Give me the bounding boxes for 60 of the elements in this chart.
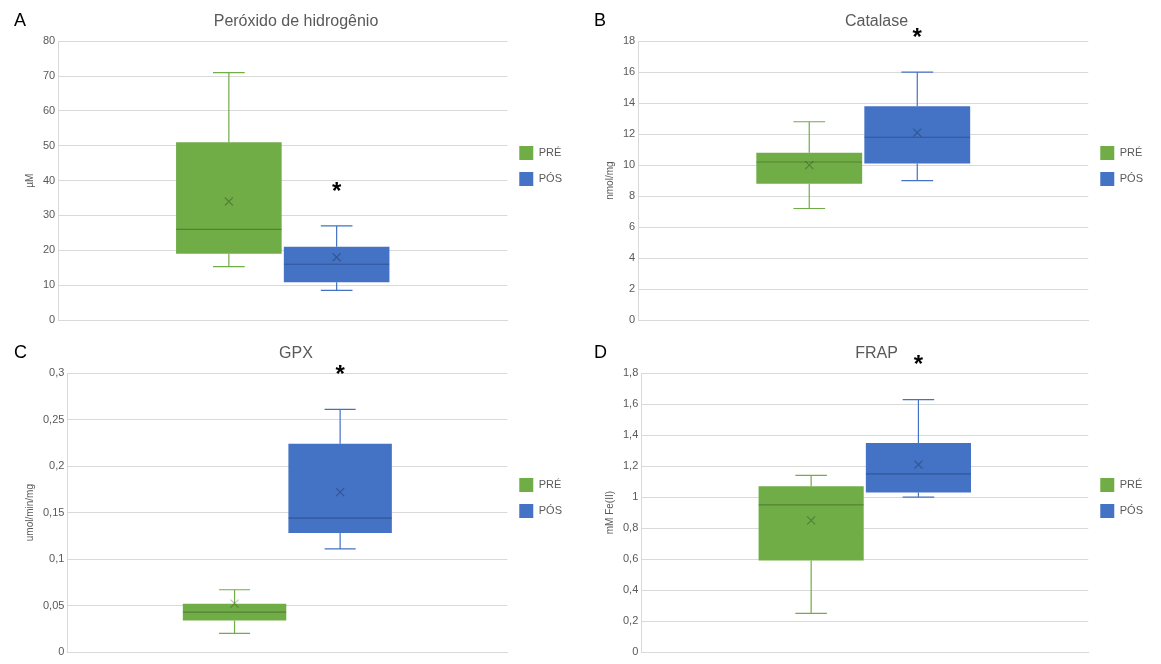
y-tick-label: 0,1 (49, 552, 65, 565)
y-tick-label: 10 (622, 158, 636, 171)
y-tick-label: 1,2 (622, 459, 639, 472)
annotation: * (335, 360, 346, 388)
y-tick-label: 0,2 (49, 459, 65, 472)
y-axis-title: umol/min/mg (23, 483, 35, 542)
annotation: * (913, 350, 924, 378)
y-tick-label: 0,05 (42, 598, 65, 611)
y-axis-title: µM (23, 173, 35, 188)
text: C (14, 341, 27, 362)
y-tick-label: 0 (632, 645, 639, 658)
y-tick-label: 12 (622, 127, 636, 140)
y-tick-label: 4 (629, 251, 636, 264)
y-axis-title: mM Fe(II) (603, 490, 615, 535)
y-tick-label: 0,2 (622, 614, 639, 627)
text: B (594, 9, 607, 30)
y-tick-label: 0,6 (622, 552, 639, 565)
y-tick-label: 0,15 (42, 505, 65, 518)
y-tick-label: 6 (629, 220, 636, 233)
y-axis-title: nmol/mg (603, 161, 615, 200)
chart-title: GPX (279, 344, 314, 362)
y-tick-label: 0,3 (49, 366, 65, 379)
annotation: * (331, 176, 342, 204)
text: D (594, 341, 607, 362)
y-tick-label: 0,4 (622, 583, 639, 596)
y-tick-label: 0 (49, 313, 56, 326)
y-tick-label: 50 (42, 138, 56, 151)
text: A (14, 9, 27, 30)
y-tick-label: 30 (42, 208, 56, 221)
chart-title: Catalase (844, 12, 909, 30)
y-tick-label: 16 (622, 65, 636, 78)
y-tick-label: 0 (58, 645, 65, 658)
y-tick-label: 70 (42, 69, 56, 82)
y-tick-label: 2 (629, 282, 636, 295)
legend-label: PÓS (1119, 504, 1143, 517)
legend-label: PRÉ (538, 146, 562, 159)
y-tick-label: 60 (42, 103, 56, 116)
legend-label: PRÉ (1119, 146, 1143, 159)
legend-label: PÓS (1119, 172, 1143, 185)
y-tick-label: 1 (632, 490, 639, 503)
y-tick-label: 1,6 (622, 397, 639, 410)
legend-label: PRÉ (1119, 478, 1143, 491)
y-tick-label: 1,4 (622, 428, 639, 441)
y-tick-label: 14 (622, 96, 636, 109)
chart-title: Peróxido de hidrogênio (213, 12, 379, 30)
legend-label: PÓS (538, 504, 562, 517)
chart-title: FRAP (855, 344, 898, 362)
y-tick-label: 80 (42, 34, 56, 47)
y-tick-label: 40 (42, 173, 56, 186)
y-tick-label: 20 (42, 243, 56, 256)
y-tick-label: 0,25 (42, 412, 65, 425)
y-tick-label: 0 (629, 313, 636, 326)
y-tick-label: 0,8 (622, 521, 639, 534)
y-tick-label: 8 (629, 189, 636, 202)
legend-label: PRÉ (538, 478, 562, 491)
y-tick-label: 18 (622, 34, 636, 47)
annotation: * (912, 22, 923, 50)
legend-label: PÓS (538, 172, 562, 185)
y-tick-label: 1,8 (622, 366, 639, 379)
y-tick-label: 10 (42, 278, 56, 291)
